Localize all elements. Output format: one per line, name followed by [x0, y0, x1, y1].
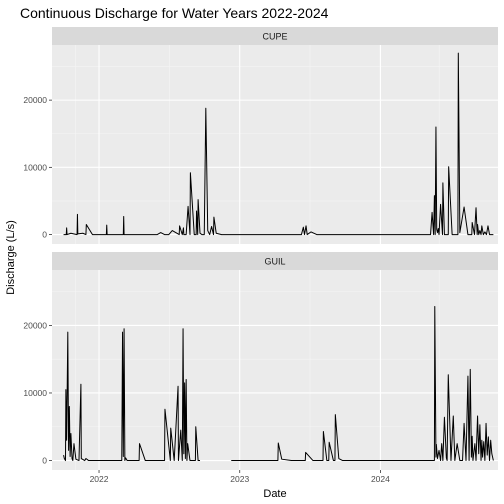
- strip-label-cupe: CUPE: [262, 32, 287, 42]
- y-tick-label: 20000: [23, 320, 47, 330]
- x-tick-label: 2023: [230, 474, 249, 484]
- y-axis-title: Discharge (L/s): [5, 220, 17, 295]
- series-line-guil-1: [231, 305, 494, 462]
- x-tick-label: 2022: [90, 474, 109, 484]
- y-tick-label: 10000: [23, 162, 47, 172]
- chart-title: Continuous Discharge for Water Years 202…: [20, 5, 329, 21]
- strip-label-guil: GUIL: [264, 257, 285, 267]
- gridlines-guil: [52, 270, 498, 470]
- y-tick-label: 0: [42, 230, 47, 240]
- y-tick-label: 20000: [23, 95, 47, 105]
- strip-cupe: [52, 27, 498, 45]
- y-tick-label: 0: [42, 456, 47, 466]
- y-axis-cupe: 0 10000 20000: [23, 95, 52, 240]
- series-line-guil-0: [63, 328, 201, 462]
- panel-guil: [52, 270, 498, 470]
- y-tick-label: 10000: [23, 388, 47, 398]
- panel-cupe: [52, 45, 498, 244]
- x-axis-title: Date: [263, 488, 286, 500]
- x-axis: 2022 2023 2024: [90, 470, 390, 484]
- y-axis-guil: 0 10000 20000: [23, 320, 52, 466]
- x-tick-label: 2024: [371, 474, 390, 484]
- facet-guil: GUIL 0 10000 20000: [23, 252, 498, 470]
- series-cupe: [63, 52, 494, 236]
- gridlines-cupe: [52, 45, 498, 244]
- series-guil: [63, 305, 494, 462]
- series-line-cupe-0: [63, 52, 494, 236]
- facet-cupe: CUPE 0 10000 20000: [23, 27, 498, 244]
- strip-guil: [52, 252, 498, 270]
